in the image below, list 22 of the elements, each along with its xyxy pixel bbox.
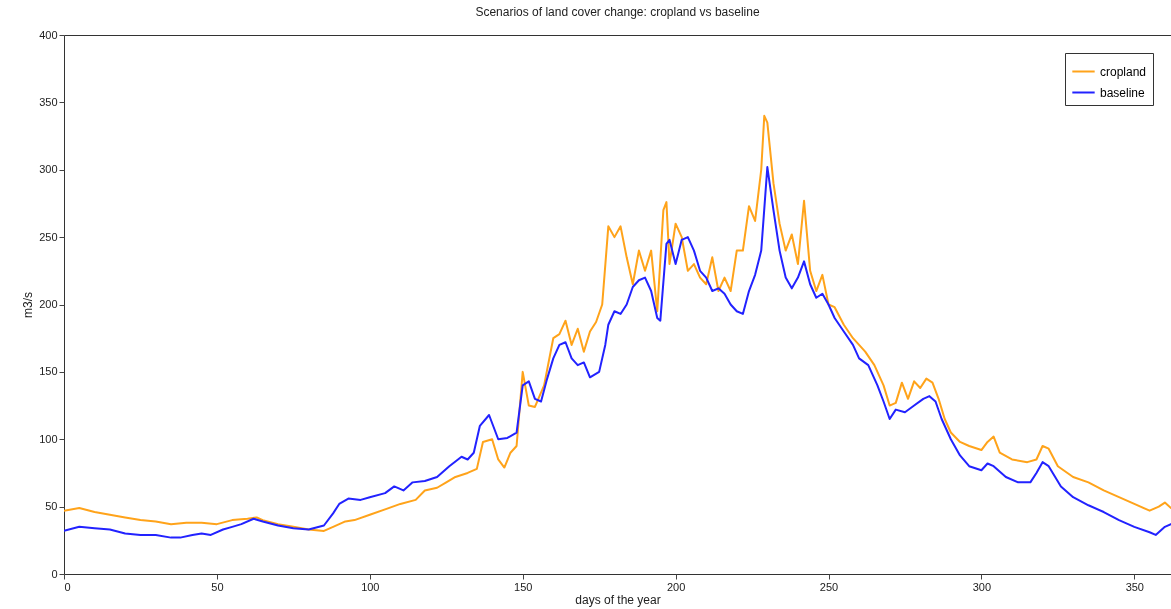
y-tick-label: 150 [39,365,58,378]
y-axis-title: m3/s [21,291,36,319]
x-tick-label: 200 [666,580,686,593]
legend-label: baseline [1100,85,1146,100]
y-tick-label: 0 [51,567,58,580]
y-tick-label: 250 [39,230,58,243]
x-tick-label: 250 [819,580,839,593]
x-axis-title: days of the year [575,592,661,607]
y-tick-label: 350 [39,95,58,108]
y-tick-label: 200 [39,298,58,310]
x-tick-label: 100 [361,580,380,593]
y-tick-label: 50 [45,500,58,513]
y-tick-label: 400 [39,28,58,41]
chart-title: Scenarios of land cover change: cropland vs baseline [475,5,760,19]
x-tick-label: 0 [64,580,71,593]
x-tick-label: 150 [514,580,533,593]
x-tick-label: 300 [972,580,992,593]
y-tick-label: 100 [39,432,58,445]
y-tick-label: 300 [39,163,58,176]
legend-label: cropland [1100,64,1147,79]
x-tick-label: 350 [1125,580,1144,593]
x-tick-label: 50 [211,580,224,593]
